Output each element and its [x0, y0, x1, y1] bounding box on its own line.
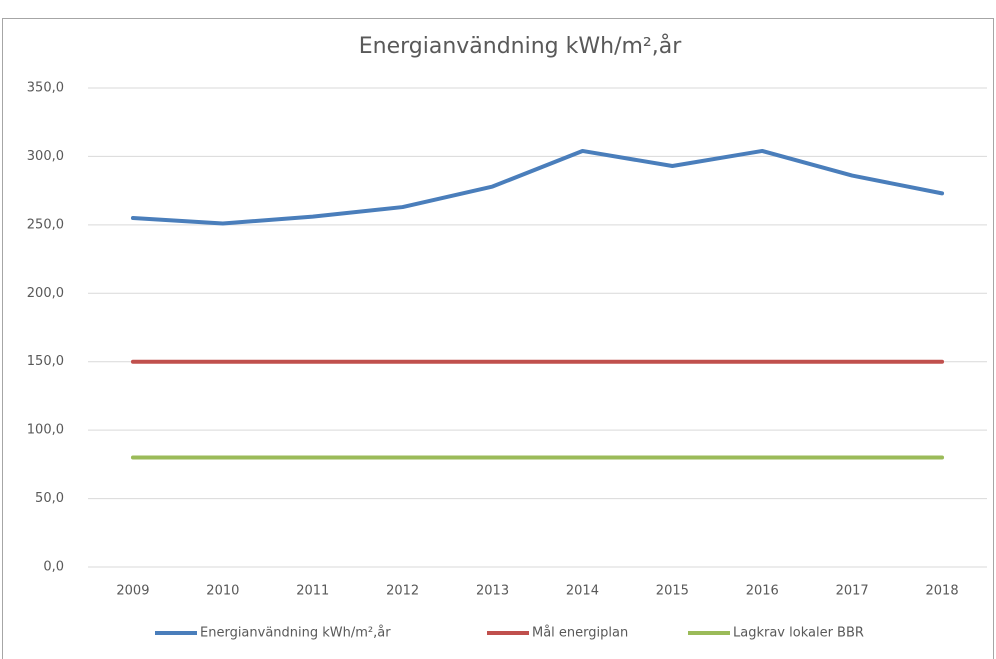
chart-border — [2, 18, 994, 659]
y-tick-label: 200,0 — [27, 286, 64, 301]
y-tick-label: 0,0 — [43, 560, 64, 575]
y-tick-label: 150,0 — [27, 354, 64, 369]
x-tick-label: 2009 — [116, 584, 149, 599]
x-tick-label: 2016 — [746, 584, 779, 599]
x-tick-label: 2013 — [476, 584, 509, 599]
y-tick-label: 350,0 — [27, 81, 64, 96]
chart-title: Energianvändning kWh/m²,år — [359, 33, 682, 59]
y-tick-label: 300,0 — [27, 149, 64, 164]
x-tick-label: 2011 — [296, 584, 329, 599]
x-tick-label: 2014 — [566, 584, 599, 599]
y-tick-label: 100,0 — [27, 423, 64, 438]
legend-label: Mål energiplan — [532, 626, 628, 641]
series-line — [130, 148, 945, 226]
x-tick-label: 2010 — [206, 584, 239, 599]
legend-label: Energianvändning kWh/m²,år — [200, 626, 391, 641]
legend-label: Lagkrav lokaler BBR — [733, 626, 864, 641]
y-tick-label: 50,0 — [35, 491, 64, 506]
x-tick-label: 2018 — [926, 584, 959, 599]
x-tick-label: 2012 — [386, 584, 419, 599]
x-tick-label: 2015 — [656, 584, 689, 599]
y-tick-label: 250,0 — [27, 217, 64, 232]
x-tick-label: 2017 — [836, 584, 869, 599]
